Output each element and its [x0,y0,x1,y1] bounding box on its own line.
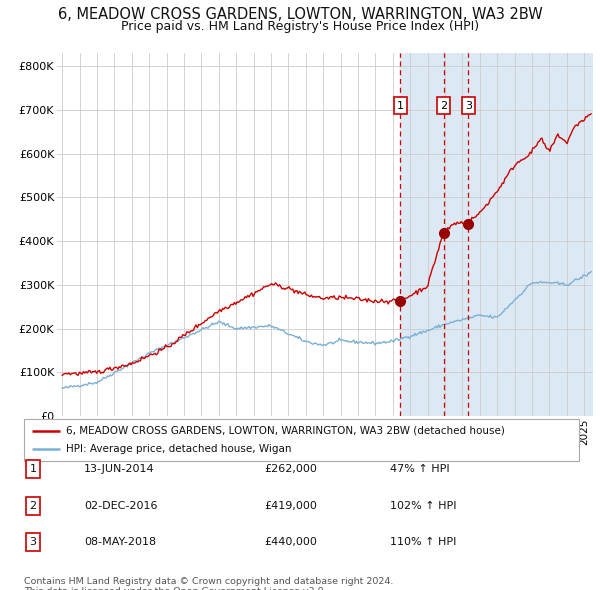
Text: 102% ↑ HPI: 102% ↑ HPI [390,501,457,510]
Text: £262,000: £262,000 [264,464,317,474]
Text: 08-MAY-2018: 08-MAY-2018 [84,537,156,547]
FancyBboxPatch shape [24,419,579,461]
Text: 3: 3 [465,100,472,110]
Text: £419,000: £419,000 [264,501,317,510]
Text: 6, MEADOW CROSS GARDENS, LOWTON, WARRINGTON, WA3 2BW (detached house): 6, MEADOW CROSS GARDENS, LOWTON, WARRING… [65,426,505,436]
Text: 13-JUN-2014: 13-JUN-2014 [84,464,155,474]
Text: HPI: Average price, detached house, Wigan: HPI: Average price, detached house, Wiga… [65,444,291,454]
Text: 1: 1 [29,464,37,474]
Text: 47% ↑ HPI: 47% ↑ HPI [390,464,449,474]
Text: 3: 3 [29,537,37,547]
Text: 02-DEC-2016: 02-DEC-2016 [84,501,157,510]
Text: 1: 1 [397,100,404,110]
Text: 2: 2 [440,100,447,110]
Text: 110% ↑ HPI: 110% ↑ HPI [390,537,457,547]
Text: Contains HM Land Registry data © Crown copyright and database right 2024.
This d: Contains HM Land Registry data © Crown c… [24,577,394,590]
Text: Price paid vs. HM Land Registry's House Price Index (HPI): Price paid vs. HM Land Registry's House … [121,20,479,33]
Bar [400,53,593,416]
Text: 6, MEADOW CROSS GARDENS, LOWTON, WARRINGTON, WA3 2BW: 6, MEADOW CROSS GARDENS, LOWTON, WARRING… [58,7,542,22]
Text: 2: 2 [29,501,37,510]
Text: £440,000: £440,000 [264,537,317,547]
